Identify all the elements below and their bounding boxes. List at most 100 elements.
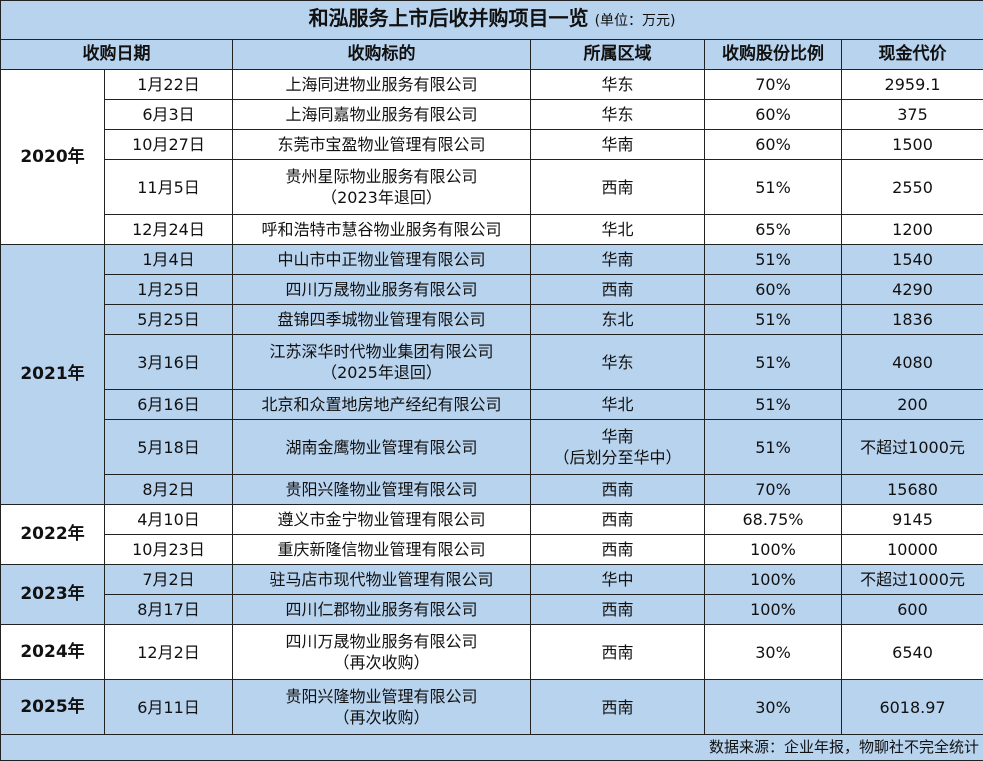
- date-cell: 8月2日: [105, 475, 233, 505]
- target-cell: 湖南金鹰物业管理有限公司: [233, 420, 531, 475]
- target-cell: 四川仁郡物业服务有限公司: [233, 595, 531, 625]
- date-cell: 4月10日: [105, 505, 233, 535]
- year-cell: 2023年: [1, 565, 105, 625]
- region-cell: 华东: [531, 70, 705, 100]
- target-note: （2025年退回）: [233, 362, 530, 383]
- target-cell: 盘锦四季城物业管理有限公司: [233, 305, 531, 335]
- target-cell: 四川万晟物业服务有限公司: [233, 275, 531, 305]
- ratio-cell: 60%: [705, 100, 842, 130]
- region-cell: 西南: [531, 505, 705, 535]
- header-ratio: 收购股份比例: [705, 40, 842, 70]
- cash-cell: 6540: [842, 625, 983, 680]
- ratio-cell: 51%: [705, 160, 842, 215]
- date-cell: 10月23日: [105, 535, 233, 565]
- region-cell: 西南: [531, 625, 705, 680]
- header-row: 收购日期 收购标的 所属区域 收购股份比例 现金代价: [1, 40, 983, 70]
- cash-cell: 9145: [842, 505, 983, 535]
- table-title: 和泓服务上市后收并购项目一览: [309, 6, 589, 30]
- table-row: 5月18日湖南金鹰物业管理有限公司华南（后划分至华中）51%不超过1000元: [1, 420, 983, 475]
- cash-cell: 15680: [842, 475, 983, 505]
- cash-cell: 1836: [842, 305, 983, 335]
- cash-cell: 1200: [842, 215, 983, 245]
- ratio-cell: 30%: [705, 680, 842, 735]
- region-cell: 华北: [531, 390, 705, 420]
- ratio-cell: 70%: [705, 475, 842, 505]
- header-cash: 现金代价: [842, 40, 983, 70]
- date-cell: 11月5日: [105, 160, 233, 215]
- target-main: 江苏深华时代物业集团有限公司: [233, 341, 530, 362]
- target-cell: 四川万晟物业服务有限公司（再次收购）: [233, 625, 531, 680]
- cash-cell: 2959.1: [842, 70, 983, 100]
- target-main: 贵阳兴隆物业管理有限公司: [233, 686, 530, 707]
- target-cell: 江苏深华时代物业集团有限公司（2025年退回）: [233, 335, 531, 390]
- ratio-cell: 51%: [705, 305, 842, 335]
- region-cell: 西南: [531, 595, 705, 625]
- ratio-cell: 30%: [705, 625, 842, 680]
- target-cell: 贵阳兴隆物业管理有限公司: [233, 475, 531, 505]
- ratio-cell: 60%: [705, 275, 842, 305]
- target-cell: 遵义市金宁物业管理有限公司: [233, 505, 531, 535]
- date-cell: 1月4日: [105, 245, 233, 275]
- region-cell: 西南: [531, 275, 705, 305]
- date-cell: 3月16日: [105, 335, 233, 390]
- date-cell: 6月16日: [105, 390, 233, 420]
- date-cell: 5月18日: [105, 420, 233, 475]
- region-cell: 华南: [531, 130, 705, 160]
- ratio-cell: 70%: [705, 70, 842, 100]
- target-note: （再次收购）: [233, 707, 530, 728]
- date-cell: 8月17日: [105, 595, 233, 625]
- date-cell: 12月2日: [105, 625, 233, 680]
- table-title-cell: 和泓服务上市后收并购项目一览(单位：万元): [1, 1, 983, 40]
- date-cell: 1月22日: [105, 70, 233, 100]
- year-cell: 2022年: [1, 505, 105, 565]
- target-cell: 北京和众置地房地产经纪有限公司: [233, 390, 531, 420]
- region-cell: 西南: [531, 680, 705, 735]
- ratio-cell: 68.75%: [705, 505, 842, 535]
- region-cell: 华东: [531, 100, 705, 130]
- region-cell: 华中: [531, 565, 705, 595]
- ratio-cell: 100%: [705, 565, 842, 595]
- region-cell: 西南: [531, 535, 705, 565]
- region-cell: 华北: [531, 215, 705, 245]
- year-cell: 2021年: [1, 245, 105, 505]
- year-cell: 2020年: [1, 70, 105, 245]
- cash-cell: 200: [842, 390, 983, 420]
- date-cell: 6月11日: [105, 680, 233, 735]
- data-source-note: 数据来源：企业年报，物聊社不完全统计: [1, 735, 983, 761]
- ratio-cell: 51%: [705, 335, 842, 390]
- region-note: （后划分至华中）: [531, 447, 704, 468]
- region-cell: 西南: [531, 160, 705, 215]
- cash-cell: 不超过1000元: [842, 565, 983, 595]
- date-cell: 7月2日: [105, 565, 233, 595]
- region-main: 华南: [531, 426, 704, 447]
- target-cell: 东莞市宝盈物业管理有限公司: [233, 130, 531, 160]
- target-cell: 贵州星际物业服务有限公司（2023年退回）: [233, 160, 531, 215]
- region-cell: 东北: [531, 305, 705, 335]
- title-row: 和泓服务上市后收并购项目一览(单位：万元): [1, 1, 983, 40]
- date-cell: 1月25日: [105, 275, 233, 305]
- target-cell: 中山市中正物业管理有限公司: [233, 245, 531, 275]
- date-cell: 6月3日: [105, 100, 233, 130]
- target-cell: 重庆新隆信物业管理有限公司: [233, 535, 531, 565]
- ratio-cell: 51%: [705, 245, 842, 275]
- cash-cell: 10000: [842, 535, 983, 565]
- year-cell: 2024年: [1, 625, 105, 680]
- ratio-cell: 100%: [705, 595, 842, 625]
- year-cell: 2025年: [1, 680, 105, 735]
